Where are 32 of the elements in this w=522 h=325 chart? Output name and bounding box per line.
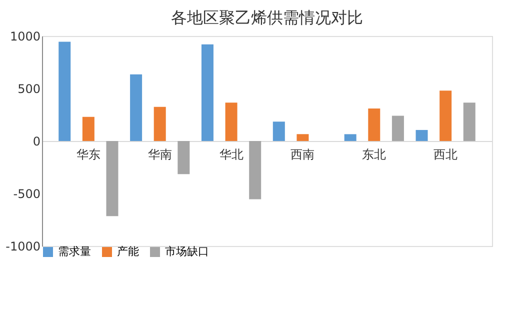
x-tick-label: 西北 — [434, 148, 458, 162]
bar — [440, 90, 452, 141]
bar — [58, 42, 71, 141]
bar — [249, 141, 262, 200]
bar — [130, 74, 142, 141]
bar — [416, 130, 428, 141]
bar — [106, 141, 118, 216]
y-tick-label: -1000 — [6, 240, 40, 254]
bar — [296, 134, 309, 141]
y-tick-label: 1000 — [10, 30, 40, 44]
bar — [463, 102, 476, 141]
x-tick-label: 东北 — [362, 148, 386, 162]
x-tick-label: 华北 — [219, 148, 244, 162]
bar — [344, 134, 356, 141]
x-tick-label: 华东 — [76, 148, 100, 162]
y-tick-label: -500 — [13, 187, 40, 201]
y-tick-label: 500 — [18, 82, 40, 96]
legend-label: 市场缺口 — [165, 245, 209, 258]
x-tick-label: 西南 — [290, 148, 315, 162]
y-tick-label: 0 — [32, 134, 40, 148]
chart-title: 各地区聚乙烯供需情况对比 — [171, 8, 363, 27]
bar — [201, 44, 214, 141]
bar — [178, 141, 190, 174]
bar — [392, 116, 404, 141]
bar — [368, 108, 380, 141]
legend-label: 产能 — [117, 245, 139, 258]
legend-label: 需求量 — [58, 245, 91, 258]
bar — [272, 122, 285, 141]
bar — [82, 116, 94, 141]
bar — [154, 106, 166, 141]
bar — [225, 102, 238, 141]
x-tick-label: 华南 — [148, 148, 172, 162]
